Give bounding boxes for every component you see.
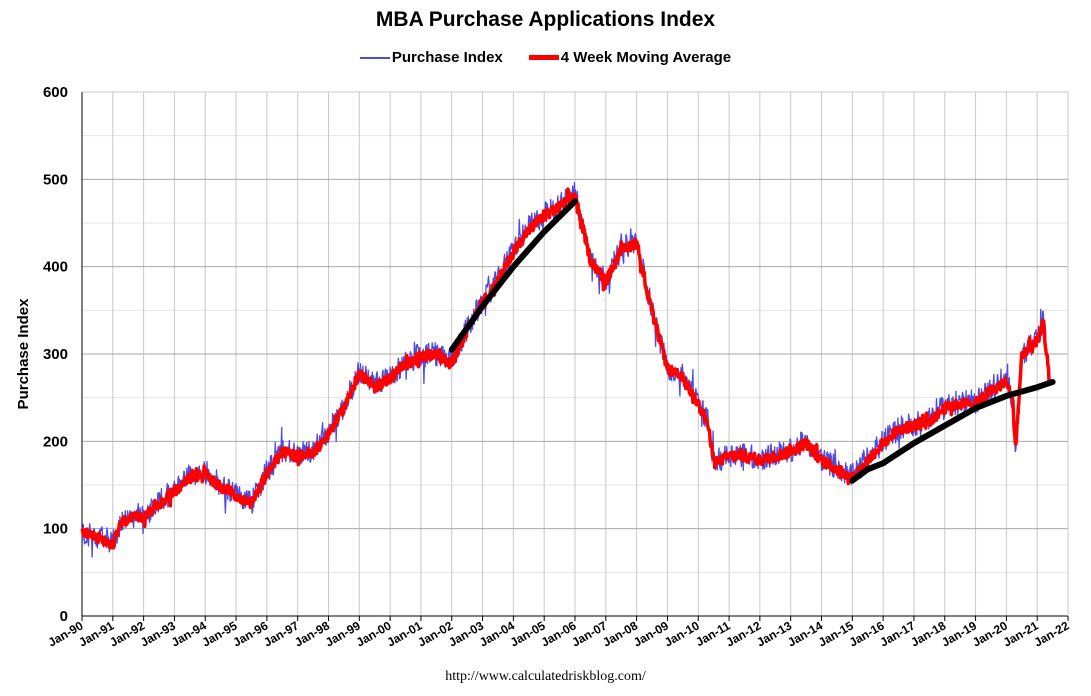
y-tick-label: 600: [43, 84, 68, 101]
series-line-purchase-index: [81, 181, 1050, 558]
trend-line: [448, 198, 578, 353]
legend-label-purchase-index: Purchase Index: [391, 49, 503, 66]
legend-swatch-purchase-index: [359, 56, 390, 59]
y-tick-label: 0: [60, 608, 68, 625]
legend: Purchase Index 4 Week Moving Average: [0, 49, 1091, 66]
y-tick-label: 300: [43, 346, 68, 363]
legend-item-purchase-index: Purchase Index: [359, 49, 503, 66]
y-tick-label: 200: [43, 433, 68, 450]
trend-line: [849, 378, 1056, 484]
chart-title: MBA Purchase Applications Index: [375, 8, 716, 31]
legend-label-moving-average: 4 Week Moving Average: [560, 49, 732, 66]
x-tick-label: Jan-22: [1032, 618, 1072, 649]
legend-item-moving-average: 4 Week Moving Average: [528, 49, 732, 66]
y-axis-label: Purchase Index: [15, 298, 32, 410]
y-tick-label: 100: [43, 521, 68, 538]
series-line-moving-average: [80, 187, 1051, 550]
y-tick-label: 500: [43, 171, 68, 188]
legend-swatch-moving-average: [528, 55, 559, 60]
y-tick-label: 400: [43, 259, 68, 276]
x-tick-label: Jan-10: [662, 618, 702, 649]
source-url: http://www.calculatedriskblog.com/: [445, 669, 646, 684]
